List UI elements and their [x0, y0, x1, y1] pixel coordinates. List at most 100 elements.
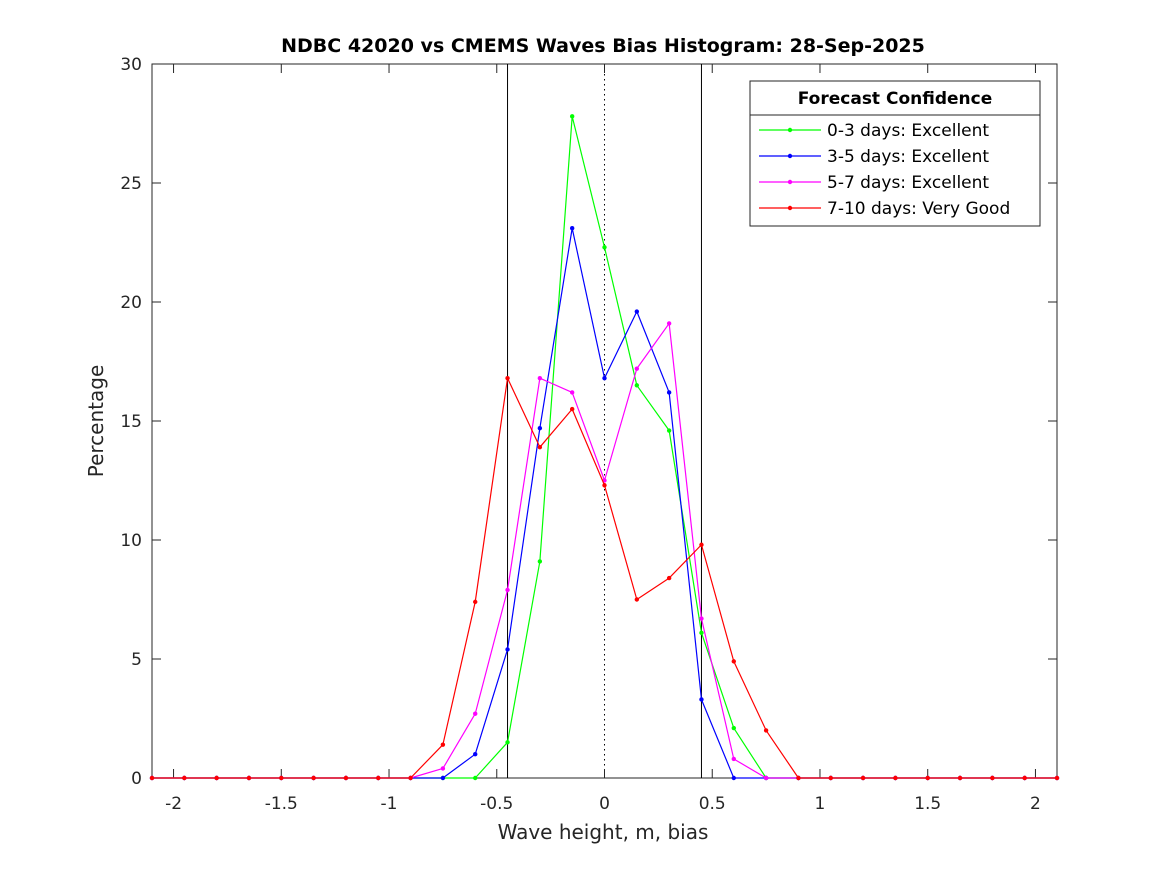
legend-label: 5-7 days: Excellent [827, 173, 989, 193]
data-point [731, 756, 736, 762]
data-point [569, 390, 575, 395]
data-point [569, 114, 575, 119]
data-point [634, 309, 640, 314]
data-point [473, 752, 478, 757]
legend-entry: 5-7 days: Excellent [759, 173, 989, 193]
data-point [505, 740, 510, 745]
data-point [473, 711, 478, 716]
x-tick-labels: -2 -1.5 -1 -0.5 0 0.5 1 1.5 2 [165, 794, 1041, 814]
data-point [569, 406, 575, 412]
legend-entry: 0-3 days: Excellent [759, 121, 989, 141]
data-point [505, 375, 510, 381]
x-tick-label: 1.5 [914, 794, 941, 814]
data-point [699, 630, 704, 636]
data-point [473, 775, 478, 781]
y-tick-labels: 0 5 10 15 20 25 30 [120, 55, 142, 789]
legend-label: 7-10 days: Very Good [827, 199, 1010, 219]
data-point [699, 697, 704, 702]
data-point [149, 775, 155, 781]
y-tick-label: 10 [120, 531, 142, 551]
data-point [537, 425, 543, 431]
y-tick-label: 5 [131, 650, 142, 670]
data-point [279, 775, 284, 781]
x-tick-label: -1 [381, 794, 398, 814]
data-point [311, 775, 316, 781]
data-point [569, 226, 575, 231]
y-tick-label: 15 [120, 412, 142, 432]
y-tick-label: 30 [120, 55, 142, 75]
legend-label: 0-3 days: Excellent [827, 121, 989, 141]
data-point [957, 775, 963, 781]
data-point [893, 775, 898, 781]
data-point [925, 775, 930, 781]
data-point [860, 775, 866, 781]
data-point [376, 775, 381, 781]
legend-entry: 3-5 days: Excellent [759, 147, 989, 167]
data-point [343, 775, 349, 781]
data-point [505, 587, 510, 593]
y-axis-label: Percentage [84, 365, 108, 478]
legend-swatch-marker [787, 205, 793, 211]
data-point [246, 775, 252, 781]
y-tick-label: 0 [131, 769, 142, 789]
chart-title: NDBC 42020 vs CMEMS Waves Bias Histogram… [281, 35, 925, 57]
data-point [537, 375, 543, 381]
data-point [1022, 775, 1027, 781]
data-point [473, 599, 478, 605]
data-point [440, 766, 446, 771]
x-axis-label: Wave height, m, bias [498, 820, 709, 844]
data-point [408, 775, 413, 781]
data-point [602, 245, 607, 250]
axis-ticks [152, 63, 1057, 779]
legend-swatch-marker [787, 153, 793, 159]
y-tick-label: 20 [120, 293, 142, 313]
reference-lines [507, 64, 702, 778]
data-series [149, 114, 1060, 781]
data-point [666, 390, 672, 395]
data-point [537, 559, 543, 564]
data-point [731, 659, 736, 664]
legend-swatch-marker [787, 179, 793, 185]
data-point [440, 742, 446, 747]
x-tick-label: -2 [165, 794, 182, 814]
data-point [634, 597, 640, 602]
data-point [666, 575, 672, 581]
data-point [828, 775, 833, 781]
data-point [731, 775, 736, 781]
legend-label: 3-5 days: Excellent [827, 147, 989, 167]
data-point [182, 775, 187, 781]
data-point [796, 775, 801, 781]
legend-entries: 0-3 days: Excellent 3-5 days: Excellent 5-… [759, 121, 1010, 219]
data-point [602, 375, 607, 381]
data-point [666, 428, 672, 433]
series-3 [149, 375, 1060, 781]
data-point [440, 775, 446, 781]
data-point [537, 444, 543, 450]
x-tick-label: -1.5 [265, 794, 298, 814]
data-point [990, 775, 995, 781]
data-point [699, 542, 704, 547]
data-point [634, 383, 640, 388]
data-point [505, 647, 510, 652]
data-point [634, 366, 640, 371]
x-tick-label: 0 [599, 794, 610, 814]
data-point [699, 616, 704, 621]
data-point [602, 483, 607, 488]
data-point [763, 775, 769, 781]
x-tick-label: -0.5 [480, 794, 513, 814]
x-tick-label: 1 [815, 794, 826, 814]
data-point [666, 321, 672, 326]
legend: Forecast Confidence 0-3 days: Excellent 3… [749, 80, 1041, 227]
x-tick-label: 0.5 [699, 794, 726, 814]
legend-title: Forecast Confidence [798, 89, 993, 109]
legend-swatch-marker [787, 127, 793, 133]
legend-entry: 7-10 days: Very Good [759, 199, 1010, 219]
data-point [731, 725, 736, 731]
data-point [1054, 775, 1060, 781]
x-tick-label: 2 [1030, 794, 1041, 814]
legend-box [749, 80, 1041, 227]
data-point [214, 775, 219, 781]
data-point [763, 728, 769, 733]
y-tick-label: 25 [120, 174, 142, 194]
